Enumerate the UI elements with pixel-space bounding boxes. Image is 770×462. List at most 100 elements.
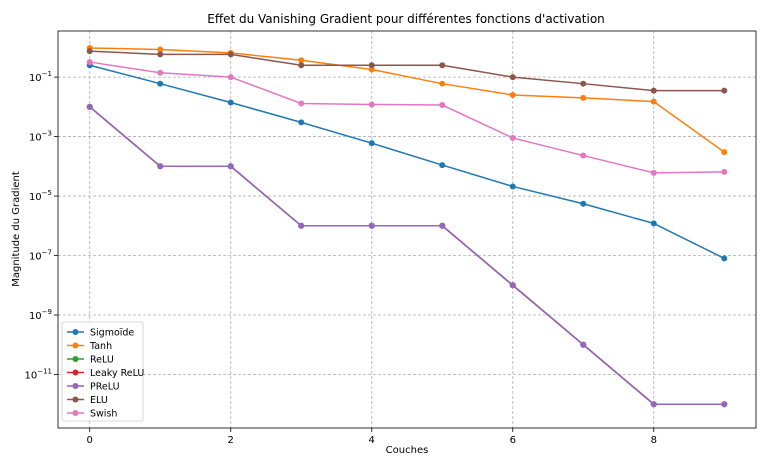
legend-swatch-marker bbox=[72, 342, 79, 349]
data-point bbox=[721, 87, 728, 94]
legend-swatch-marker bbox=[72, 369, 79, 376]
legend-item: ReLU bbox=[67, 355, 114, 366]
legend: Sigmoïde Tanh ReLU Leaky ReLU PReLU ELU Swish bbox=[61, 321, 144, 422]
legend-item: Tanh bbox=[67, 341, 112, 352]
data-point bbox=[509, 183, 516, 190]
legend-label: Leaky ReLU bbox=[90, 368, 144, 379]
legend-item: ELU bbox=[67, 395, 108, 406]
data-point bbox=[721, 401, 728, 408]
data-point bbox=[509, 134, 516, 141]
data-point bbox=[86, 48, 93, 55]
data-point bbox=[298, 100, 305, 107]
data-point bbox=[157, 163, 164, 170]
legend-swatch-marker bbox=[72, 410, 79, 416]
legend-swatch-marker bbox=[72, 383, 79, 389]
chart-title: Effet du Vanishing Gradient pour différe… bbox=[207, 12, 605, 26]
data-point bbox=[157, 46, 164, 53]
legend-box bbox=[61, 321, 144, 422]
data-point bbox=[580, 341, 587, 348]
data-point bbox=[157, 69, 164, 76]
legend-label: ELU bbox=[90, 395, 108, 406]
x-tick-label: 4 bbox=[369, 435, 375, 446]
series-leaky-relu bbox=[86, 103, 728, 408]
series-elu bbox=[86, 48, 728, 94]
legend-label: ReLU bbox=[90, 355, 114, 366]
y-tick-label: 10−9 bbox=[29, 308, 52, 322]
data-point bbox=[580, 94, 587, 101]
data-point bbox=[368, 101, 375, 108]
data-point bbox=[298, 57, 305, 64]
legend-swatch-marker bbox=[72, 356, 79, 362]
legend-swatch-marker bbox=[72, 329, 79, 335]
legend-label: Sigmoïde bbox=[90, 328, 134, 339]
data-point bbox=[650, 401, 657, 408]
data-point bbox=[650, 98, 657, 105]
data-point bbox=[227, 99, 234, 106]
y-tick-label: 10−7 bbox=[29, 249, 52, 263]
data-point bbox=[227, 163, 234, 170]
series-tanh bbox=[86, 45, 728, 156]
series-line bbox=[89, 47, 725, 153]
data-point bbox=[86, 103, 93, 110]
data-point bbox=[509, 74, 516, 81]
data-point bbox=[439, 102, 446, 109]
series-prelu bbox=[86, 103, 728, 408]
data-point bbox=[298, 62, 305, 69]
x-axis-title: Couches bbox=[386, 445, 429, 456]
data-point bbox=[86, 59, 93, 66]
series-swish bbox=[86, 59, 728, 176]
data-point bbox=[368, 62, 375, 69]
x-tick-label: 8 bbox=[651, 435, 657, 446]
data-point bbox=[650, 169, 657, 176]
y-tick-label: 10−1 bbox=[29, 70, 52, 84]
data-point bbox=[650, 87, 657, 94]
data-point bbox=[721, 149, 728, 156]
data-point bbox=[368, 66, 375, 73]
series-layer bbox=[86, 45, 728, 408]
data-point bbox=[509, 282, 516, 289]
series-line bbox=[89, 106, 725, 405]
data-point bbox=[439, 62, 446, 69]
data-point bbox=[298, 119, 305, 126]
series-line bbox=[89, 64, 725, 260]
data-point bbox=[439, 80, 446, 87]
tick-layer: 0 2 4 6 8 10−11 10−9 10−7 10−5 10−3 10−1 bbox=[24, 70, 656, 446]
y-axis-title: Magnitude du Gradient bbox=[11, 171, 22, 287]
y-tick-label: 10−3 bbox=[29, 130, 52, 144]
y-tick-label: 10−5 bbox=[29, 189, 52, 203]
data-point bbox=[580, 200, 587, 207]
legend-label: PReLU bbox=[90, 382, 120, 393]
data-point bbox=[439, 162, 446, 169]
data-point bbox=[509, 92, 516, 98]
x-tick-label: 0 bbox=[87, 435, 93, 446]
legend-item: Sigmoïde bbox=[67, 328, 134, 339]
legend-label: Swish bbox=[90, 409, 117, 420]
y-tick-label: 10−11 bbox=[24, 367, 52, 381]
x-tick-label: 2 bbox=[228, 435, 234, 446]
data-point bbox=[298, 222, 305, 229]
series-relu bbox=[86, 103, 728, 408]
data-point bbox=[368, 222, 375, 229]
data-point bbox=[157, 51, 164, 58]
data-point bbox=[227, 51, 234, 58]
data-point bbox=[439, 222, 446, 229]
series-line bbox=[89, 50, 725, 92]
legend-item: Leaky ReLU bbox=[67, 368, 144, 379]
data-point bbox=[721, 255, 728, 262]
data-point bbox=[157, 80, 164, 87]
data-point bbox=[580, 152, 587, 159]
legend-swatch-marker bbox=[72, 396, 79, 403]
series-line bbox=[89, 61, 725, 174]
series-sigmo-de bbox=[86, 62, 728, 262]
legend-label: Tanh bbox=[89, 341, 112, 352]
plot-frame bbox=[57, 30, 757, 429]
x-tick-label: 6 bbox=[510, 435, 516, 446]
data-point bbox=[580, 80, 587, 87]
legend-item: PReLU bbox=[67, 382, 120, 393]
legend-item: Swish bbox=[67, 409, 117, 420]
data-point bbox=[721, 168, 728, 175]
data-point bbox=[227, 74, 234, 81]
data-point bbox=[650, 220, 657, 227]
